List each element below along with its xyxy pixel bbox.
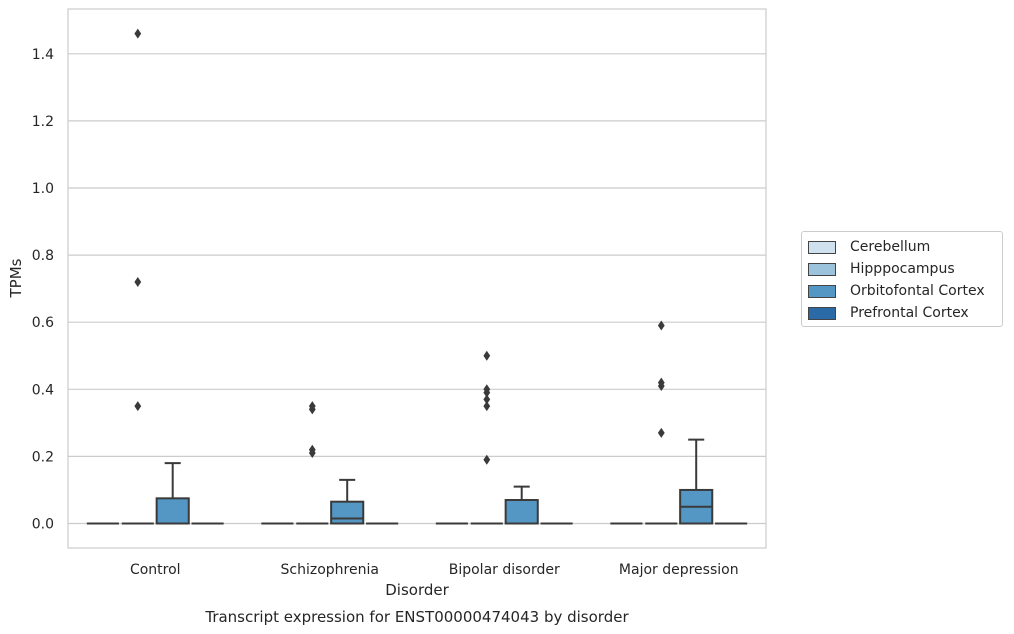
outlier-point [483,394,491,405]
legend-item-hippocampus: Hipppocampus [808,258,996,280]
gridlines [68,53,766,525]
y-tick-label: 1.2 [32,114,54,130]
x-tick-label: Bipolar disorder [449,562,560,578]
outlier-point [134,276,142,287]
box-marks [86,28,748,525]
y-tick-label: 1.4 [32,47,54,63]
legend-item-orbitofrontal-cortex: Orbitofontal Cortex [808,280,996,302]
y-tick-label: 1.0 [32,181,54,197]
outlier-point [483,401,491,412]
outlier-point [308,404,316,415]
plot-area-frame [67,8,767,549]
outlier-point [483,454,491,465]
box-body [155,497,190,525]
outlier-point [134,401,142,412]
legend-label: Orbitofontal Cortex [850,283,985,299]
legend-swatch-prefrontal-cortex [808,306,836,320]
y-tick-label: 0.6 [32,315,54,331]
legend-label: Hipppocampus [850,261,955,277]
x-tick-labels: Control Schizophrenia Bipolar disorder Majo… [130,562,739,578]
y-tick-label: 0.4 [32,382,54,398]
outlier-point [657,427,665,438]
x-axis-title: Disorder [385,581,449,599]
legend-swatch-hippocampus [808,262,836,276]
y-tick-labels: 0.0 0.2 0.4 0.6 0.8 1.0 1.2 1.4 [32,47,54,533]
outlier-point [483,387,491,398]
legend-label: Prefrontal Cortex [850,305,969,321]
outlier-point [657,380,665,391]
y-tick-label: 0.8 [32,248,54,264]
legend-item-prefrontal-cortex: Prefrontal Cortex [808,302,996,324]
x-tick-label: Major depression [619,562,739,578]
y-axis-title: TPMs [7,258,25,298]
outlier-point [134,28,142,39]
outlier-point [308,448,316,459]
y-tick-label: 0.0 [32,517,54,533]
x-tick-label: Schizophrenia [281,562,379,578]
legend-label: Cerebellum [850,239,931,255]
y-tick-label: 0.2 [32,449,54,465]
legend-item-cerebellum: Cerebellum [808,236,996,258]
outlier-point [483,350,491,361]
box-body [330,500,365,525]
box-body [504,499,539,525]
x-tick-label: Control [130,562,181,578]
legend-swatch-orbitofrontal-cortex [808,284,836,298]
outlier-point [657,320,665,331]
chart-title: Transcript expression for ENST0000047404… [204,608,629,626]
legend-swatch-cerebellum [808,240,836,254]
legend: Cerebellum Hipppocampus Orbitofontal Cor… [801,231,1003,327]
